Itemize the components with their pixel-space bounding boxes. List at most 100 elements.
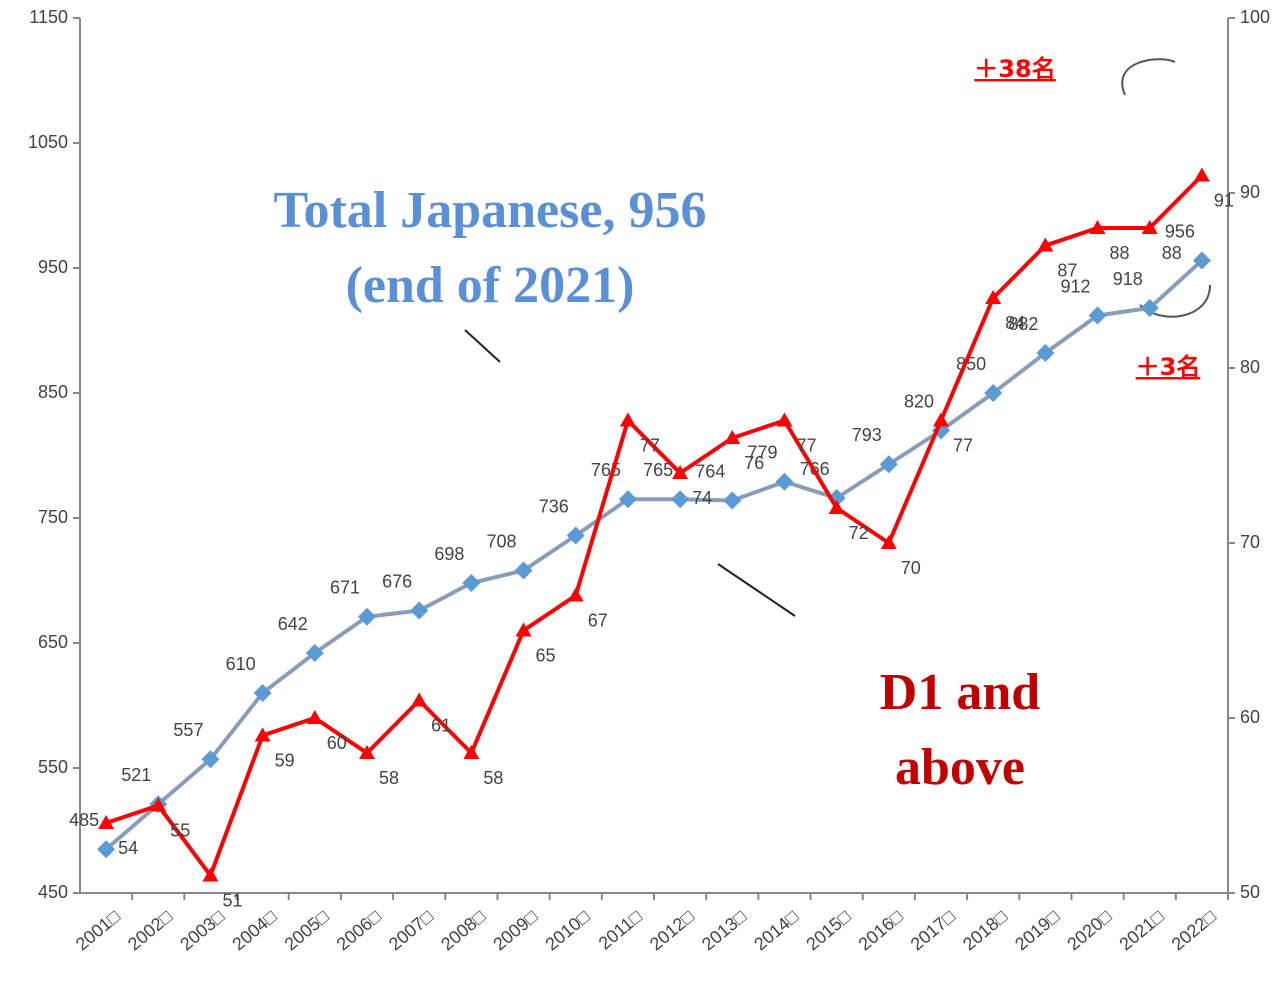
marker — [723, 491, 742, 510]
marker — [150, 797, 167, 812]
x-tick-label: 2006□ — [333, 906, 385, 954]
annotation: D1 and — [880, 664, 1040, 721]
y2-tick-label: 90 — [1240, 182, 1260, 202]
marker — [254, 727, 271, 742]
series-line — [104, 259, 1204, 851]
marker — [1141, 220, 1158, 234]
x-tick-label: 2015□ — [802, 906, 854, 954]
x-tick-label: 2012□ — [646, 906, 698, 954]
data-label: 91 — [1214, 190, 1234, 210]
data-label: 671 — [330, 578, 360, 598]
data-label: 820 — [904, 391, 934, 411]
marker — [1037, 237, 1054, 252]
marker — [1089, 220, 1106, 234]
y2-tick-label: 50 — [1240, 882, 1260, 902]
data-label: 779 — [747, 443, 777, 463]
data-label: 912 — [1061, 276, 1091, 296]
series-line — [105, 174, 1204, 880]
marker — [567, 587, 584, 602]
marker — [410, 601, 429, 620]
x-tick-label: 2018□ — [959, 906, 1011, 954]
marker — [985, 290, 1002, 304]
x-tick-label: 2021□ — [1115, 906, 1167, 954]
marker — [306, 710, 323, 724]
x-tick-label: 2004□ — [228, 906, 280, 954]
marker — [566, 526, 585, 545]
x-tick-label: 2010□ — [541, 906, 593, 954]
data-label: 485 — [69, 810, 99, 830]
y2-tick-label: 60 — [1240, 707, 1260, 727]
data-label: 88 — [1162, 243, 1182, 263]
data-label: 58 — [379, 768, 399, 788]
y-tick-label: 550 — [38, 757, 68, 777]
data-label: 60 — [327, 733, 347, 753]
x-tick-label: 2009□ — [489, 906, 541, 954]
marker — [984, 384, 1003, 402]
x-tick-label: 2019□ — [1011, 906, 1063, 954]
marker — [1193, 167, 1210, 182]
y2-tick-label: 100 — [1240, 7, 1270, 27]
marker — [515, 622, 532, 637]
annotation: ＋3名 — [1136, 353, 1201, 381]
annotation: (end of 2021) — [346, 257, 635, 314]
marker — [776, 412, 793, 427]
marker — [514, 561, 533, 580]
data-label: 54 — [118, 838, 138, 858]
x-tick-label: 2001□ — [72, 906, 124, 954]
x-tick-label: 2008□ — [437, 906, 489, 954]
data-label: 55 — [170, 820, 190, 840]
data-label: 74 — [692, 488, 712, 508]
marker — [201, 750, 220, 769]
x-tick-label: 2022□ — [1168, 906, 1220, 954]
x-tick-label: 2005□ — [281, 906, 333, 954]
x-tick-label: 2002□ — [124, 906, 176, 954]
marker — [463, 745, 480, 759]
data-label: 58 — [483, 768, 503, 788]
marker — [1192, 251, 1211, 270]
data-label: 88 — [1110, 243, 1130, 263]
x-tick-label: 2003□ — [176, 906, 228, 954]
data-label: 51 — [222, 890, 242, 910]
data-label: 676 — [382, 571, 412, 591]
marker — [828, 500, 845, 514]
marker — [880, 535, 897, 549]
marker — [253, 684, 272, 702]
y-tick-label: 850 — [38, 382, 68, 402]
marker — [672, 465, 689, 479]
data-label: 67 — [588, 610, 608, 630]
annotation: above — [895, 739, 1025, 796]
data-label: 642 — [278, 614, 308, 634]
marker — [202, 867, 219, 882]
x-tick-label: 2017□ — [907, 906, 959, 954]
marker — [359, 745, 375, 759]
y2-tick-label: 70 — [1240, 532, 1260, 552]
y-tick-label: 750 — [38, 507, 68, 527]
marker — [619, 412, 636, 427]
data-label: 557 — [173, 720, 203, 740]
x-tick-label: 2014□ — [750, 906, 802, 954]
y2-tick-label: 80 — [1240, 357, 1260, 377]
marker — [671, 490, 690, 509]
y-tick-label: 450 — [38, 882, 68, 902]
y-tick-label: 1150 — [29, 7, 68, 27]
annotation: Total Japanese, 956 — [274, 182, 707, 239]
data-label: 72 — [849, 523, 869, 543]
data-label: 956 — [1165, 221, 1195, 241]
y-tick-label: 950 — [38, 257, 68, 277]
data-label: 882 — [1008, 314, 1038, 334]
marker — [462, 574, 481, 592]
data-label: 736 — [539, 496, 569, 516]
data-label: 918 — [1113, 269, 1143, 289]
y-tick-label: 650 — [38, 632, 68, 652]
x-tick-label: 2007□ — [385, 906, 437, 954]
marker — [358, 607, 376, 626]
data-label: 521 — [121, 765, 151, 785]
data-label: 77 — [640, 435, 660, 455]
arrow — [717, 563, 796, 617]
data-label: 698 — [434, 544, 464, 564]
data-label: 77 — [953, 435, 973, 455]
data-label: 65 — [536, 645, 556, 665]
marker — [775, 472, 794, 491]
annotation: ＋38名 — [974, 55, 1055, 83]
